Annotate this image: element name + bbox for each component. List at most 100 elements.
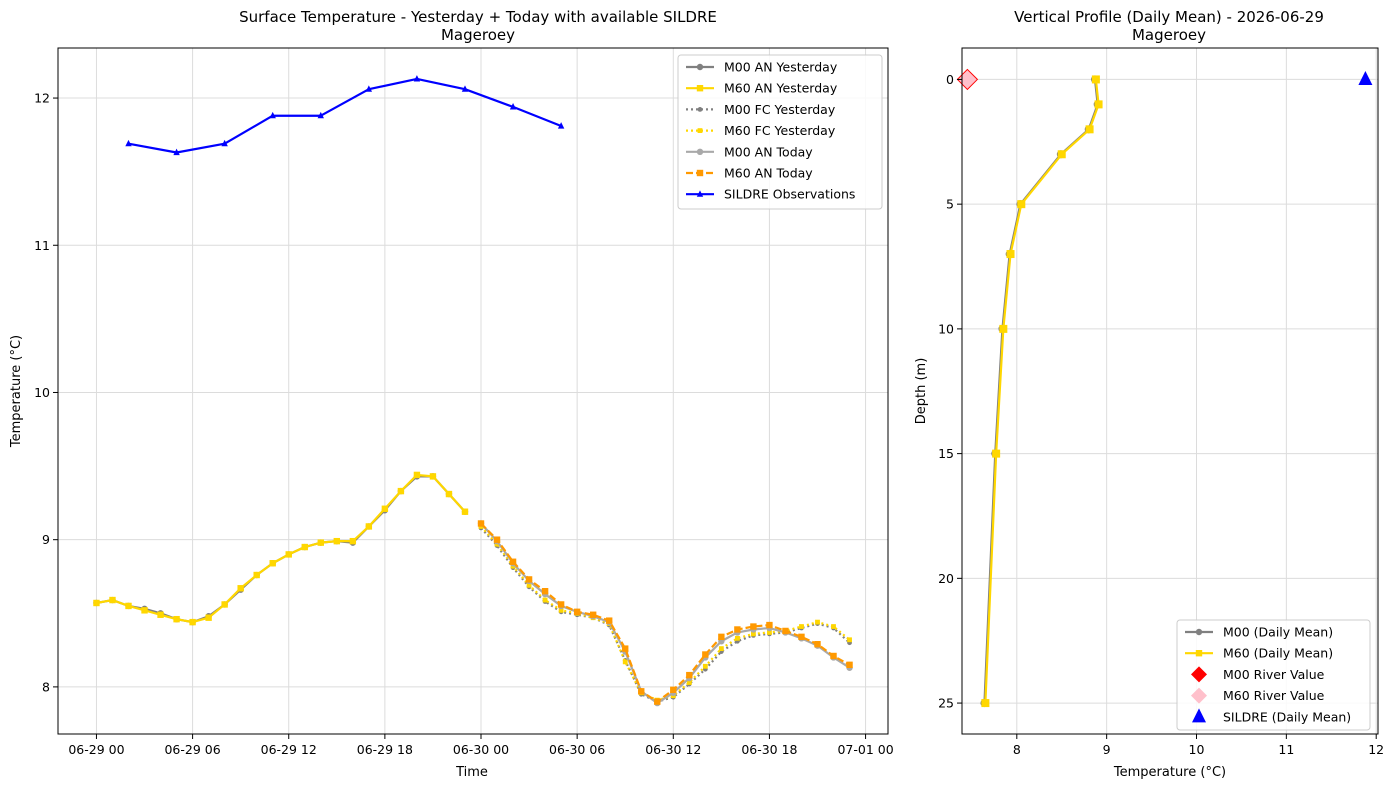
surface-data-point — [413, 471, 421, 479]
profile-x-tick-label: 10 — [1189, 742, 1205, 757]
surface-legend-marker — [697, 128, 703, 133]
surface-y-tick-label: 10 — [34, 385, 50, 400]
surface-data-point — [301, 543, 308, 551]
surface-series-line — [480, 527, 851, 703]
surface-x-tick-label: 06-30 18 — [741, 742, 797, 757]
surface-data-point — [751, 631, 756, 637]
surface-data-point — [622, 659, 628, 665]
surface-data-point — [461, 85, 469, 92]
profile-x-tick-label: 9 — [1103, 742, 1111, 757]
profile-x-axis-label: Temperature (°C) — [1113, 765, 1226, 780]
profile-legend-marker — [1191, 687, 1207, 704]
surface-data-point — [413, 75, 421, 82]
surface-series-3 — [478, 524, 852, 703]
profile-y-tick-label: 15 — [938, 446, 954, 461]
surface-x-tick-label: 06-29 18 — [357, 742, 413, 757]
surface-data-point — [397, 487, 405, 495]
surface-series-line — [480, 525, 851, 702]
surface-data-point — [718, 633, 725, 641]
surface-data-point — [173, 148, 180, 156]
surface-legend-label: M00 AN Today — [724, 144, 813, 159]
profile-legend-label: M00 (Daily Mean) — [1223, 625, 1333, 640]
surface-data-point — [702, 651, 709, 658]
surface-data-point — [381, 505, 389, 512]
surface-x-tick-label: 06-29 00 — [68, 742, 124, 757]
profile-x-tick-label: 8 — [1013, 742, 1021, 757]
profile-data-point — [1057, 150, 1066, 159]
profile-y-axis-label: Depth (m) — [914, 358, 929, 425]
surface-data-point — [349, 537, 357, 545]
profile-y-ticks: 0 5 10 15 20 25 — [938, 72, 962, 711]
profile-chart-subtitle: Mageroey — [1132, 26, 1206, 44]
surface-data-point — [734, 635, 740, 641]
profile-legend-box — [1176, 619, 1371, 731]
profile-legend-marker — [1191, 666, 1207, 683]
surface-legend-label: M60 AN Yesterday — [724, 81, 838, 96]
surface-legend-marker — [696, 148, 704, 155]
surface-data-point — [766, 621, 773, 629]
surface-data-point — [573, 608, 581, 616]
profile-legend-marker — [1195, 628, 1203, 636]
profile-x-tick-label: 11 — [1278, 742, 1294, 757]
surface-data-point — [767, 630, 772, 635]
surface-data-point — [734, 626, 741, 633]
profile-data-point — [1085, 125, 1094, 134]
surface-data-point — [654, 698, 661, 705]
surface-data-point — [157, 611, 164, 618]
surface-data-point — [445, 490, 453, 498]
surface-legend-marker — [696, 169, 704, 177]
profile-data-point — [999, 324, 1008, 333]
profile-series — [956, 68, 1373, 708]
profile-series-line — [983, 79, 1099, 704]
surface-series-line — [128, 77, 562, 154]
profile-data-point — [1006, 250, 1015, 259]
surface-series-line — [480, 522, 851, 703]
profile-y-tick-label: 0 — [946, 72, 954, 87]
profile-series-line — [984, 79, 1100, 704]
surface-data-point — [221, 601, 228, 608]
surface-legend-label: M00 AN Yesterday — [724, 60, 838, 75]
surface-y-tick-label: 8 — [42, 679, 50, 694]
surface-data-point — [269, 560, 276, 567]
profile-data-point — [1091, 75, 1100, 84]
surface-x-tick-label: 07-01 00 — [837, 742, 893, 757]
profile-series-1 — [981, 75, 1103, 708]
surface-data-point — [798, 633, 805, 641]
surface-data-point — [846, 661, 853, 669]
surface-data-point — [253, 571, 260, 579]
profile-y-tick-label: 20 — [938, 571, 954, 586]
surface-x-tick-label: 06-30 00 — [453, 742, 509, 757]
surface-data-point — [237, 585, 244, 592]
profile-grid — [962, 48, 1378, 734]
profile-y-tick-label: 10 — [938, 321, 954, 336]
profile-legend-label: M00 River Value — [1223, 667, 1325, 682]
profile-data-point — [1017, 200, 1026, 209]
profile-data-point — [981, 699, 990, 708]
surface-data-point — [541, 588, 549, 595]
surface-x-tick-label: 06-30 12 — [645, 742, 701, 757]
profile-y-tick-label: 5 — [946, 197, 954, 212]
surface-series-line — [96, 473, 466, 624]
surface-plot-frame — [57, 47, 889, 735]
surface-y-tick-label: 9 — [42, 532, 50, 547]
surface-data-point — [125, 139, 132, 147]
profile-x-ticks: 8 9 10 11 12 — [1013, 734, 1384, 757]
surface-data-point — [830, 652, 837, 660]
surface-data-point — [173, 615, 180, 623]
surface-series-2 — [478, 525, 852, 705]
profile-x-tick-label: 12 — [1368, 742, 1384, 757]
surface-series-5 — [477, 520, 853, 705]
profile-chart-title: Vertical Profile (Daily Mean) - 2026-06-… — [1014, 8, 1324, 26]
profile-legend-marker — [1192, 708, 1206, 723]
surface-legend: M00 AN Yesterday M60 AN Yesterday M00 FC Y… — [677, 54, 883, 210]
surface-data-point — [221, 139, 228, 147]
profile-legend-label: M60 (Daily Mean) — [1223, 646, 1333, 661]
surface-data-point — [125, 602, 132, 610]
surface-data-point — [317, 111, 324, 119]
surface-data-point — [493, 536, 501, 543]
vertical-profile-chart: Vertical Profile (Daily Mean) - 2026-06-… — [914, 8, 1384, 780]
surface-chart-title: Surface Temperature - Yesterday + Today … — [239, 8, 717, 26]
surface-data-point — [718, 646, 724, 652]
profile-point-sildre-daily-mean — [1358, 71, 1373, 86]
surface-data-point — [831, 624, 836, 629]
